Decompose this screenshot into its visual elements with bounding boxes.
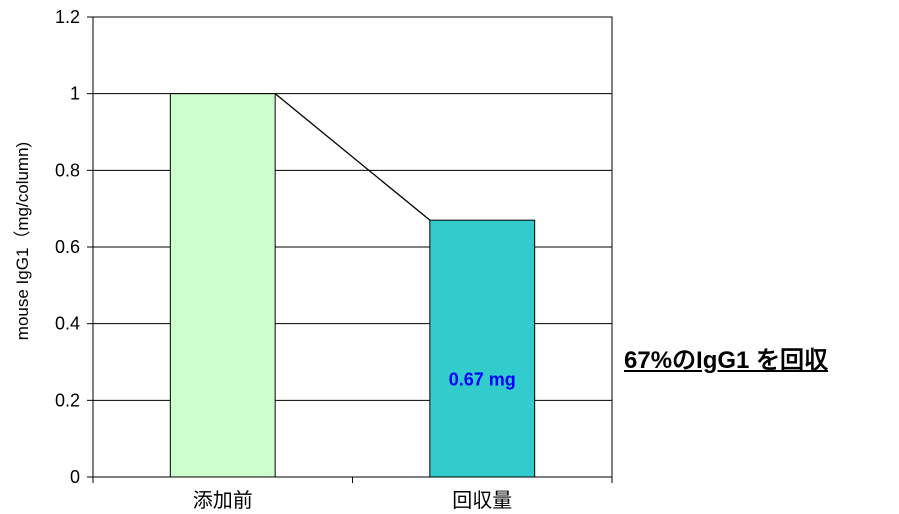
bar-1 bbox=[169, 93, 276, 478]
y-tick-label: 1 bbox=[70, 84, 80, 104]
x-category-label: 添加前 bbox=[193, 489, 253, 512]
data-label: 0.67 mg bbox=[449, 369, 516, 389]
y-tick-label: 0 bbox=[70, 467, 80, 487]
y-axis-title: mouse IgG1（mg/column) bbox=[13, 142, 32, 340]
bar-2 bbox=[429, 219, 536, 478]
y-tick-label: 0.8 bbox=[55, 160, 80, 180]
y-tick-label: 0.4 bbox=[55, 314, 80, 334]
y-tick-label: 0.6 bbox=[55, 237, 80, 257]
x-category-label: 回収量 bbox=[452, 489, 512, 512]
plot-layer bbox=[87, 16, 613, 483]
y-tick-label: 1.2 bbox=[55, 7, 80, 27]
recovery-annotation: 67%のIgG1 を回収 bbox=[624, 347, 829, 374]
label-layer: 0 0.2 0.4 0.6 0.8 1 1.2 添加前 回収量 0.67 mg mouse IgG1… bbox=[13, 7, 516, 512]
y-tick-label: 0.2 bbox=[55, 390, 80, 410]
series-connector-line bbox=[274, 93, 431, 221]
